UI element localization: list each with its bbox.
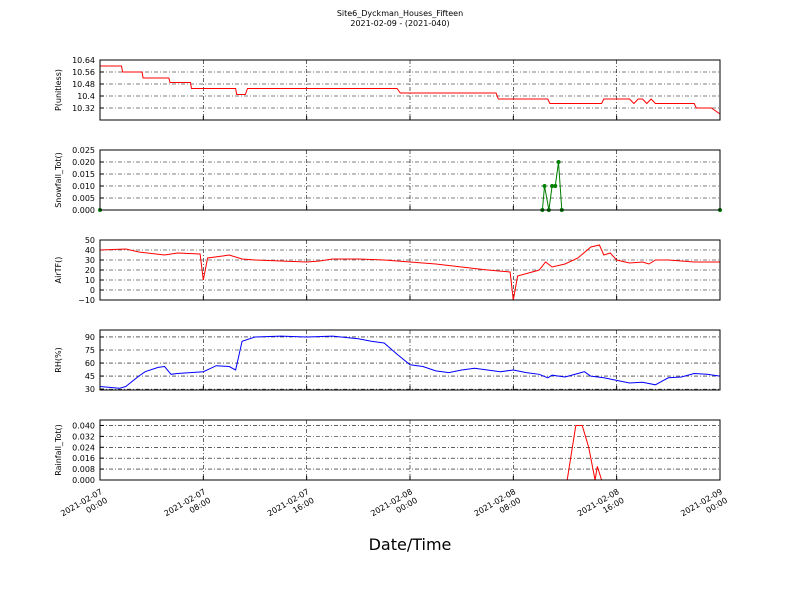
data-line: [99, 335, 721, 389]
y-tick-label: 0.008: [72, 465, 95, 474]
y-tick-label: 0.000: [72, 476, 95, 485]
y-tick-label: 0.024: [72, 443, 95, 452]
y-axis-label: RH(%): [54, 347, 63, 372]
y-axis-label: P(unitless): [54, 69, 63, 111]
data-line: [100, 65, 721, 115]
y-tick-label: 0.000: [72, 206, 95, 215]
data-point: [556, 160, 561, 164]
plot-frame: [99, 329, 721, 391]
chart-subtitle: 2021-02-09 - (2021-040): [350, 19, 449, 28]
y-tick-label: 10.56: [72, 68, 95, 77]
plot-frame: [99, 419, 721, 481]
data-point: [553, 184, 558, 188]
y-tick-label: 0.032: [72, 432, 95, 441]
chart-title: Site6_Dyckman_Houses_Fifteen: [337, 9, 463, 18]
y-tick-label: 10.4: [77, 92, 95, 101]
y-tick-label: 0.020: [72, 158, 95, 167]
plot-frame: [99, 239, 721, 301]
y-axis-label: Snowfall_Tot(): [54, 152, 63, 208]
data-point: [550, 184, 555, 188]
y-axis-label: AirTF(): [54, 257, 63, 284]
y-tick-label: 0.025: [72, 146, 95, 155]
y-tick-label: 75: [85, 346, 95, 355]
data-line: [100, 425, 720, 481]
y-tick-label: 10.32: [72, 104, 95, 113]
plot-frame: [99, 149, 721, 211]
y-tick-label: −10: [78, 296, 95, 305]
data-point: [542, 184, 547, 188]
y-tick-label: 30: [85, 256, 95, 265]
y-axis-label: Rainfall_Tot(): [54, 424, 63, 476]
y-tick-label: 0.010: [72, 182, 95, 191]
y-tick-label: 45: [85, 372, 95, 381]
y-tick-label: 60: [85, 359, 95, 368]
y-tick-label: 90: [85, 333, 95, 342]
y-tick-label: 20: [85, 266, 95, 275]
y-tick-label: 10.48: [72, 80, 95, 89]
y-tick-label: 0.016: [72, 454, 95, 463]
y-tick-label: 0: [90, 286, 95, 295]
y-tick-label: 0.040: [72, 421, 95, 430]
y-tick-label: 40: [85, 246, 95, 255]
y-tick-label: 10: [85, 276, 95, 285]
plot-frame: [99, 59, 721, 121]
y-tick-label: 0.005: [72, 194, 95, 203]
y-tick-label: 50: [85, 236, 95, 245]
data-line: [99, 244, 720, 301]
y-tick-label: 10.64: [72, 56, 95, 65]
x-axis-label: Date/Time: [369, 535, 452, 554]
y-tick-label: 0.015: [72, 170, 95, 179]
y-tick-label: 30: [85, 385, 95, 394]
